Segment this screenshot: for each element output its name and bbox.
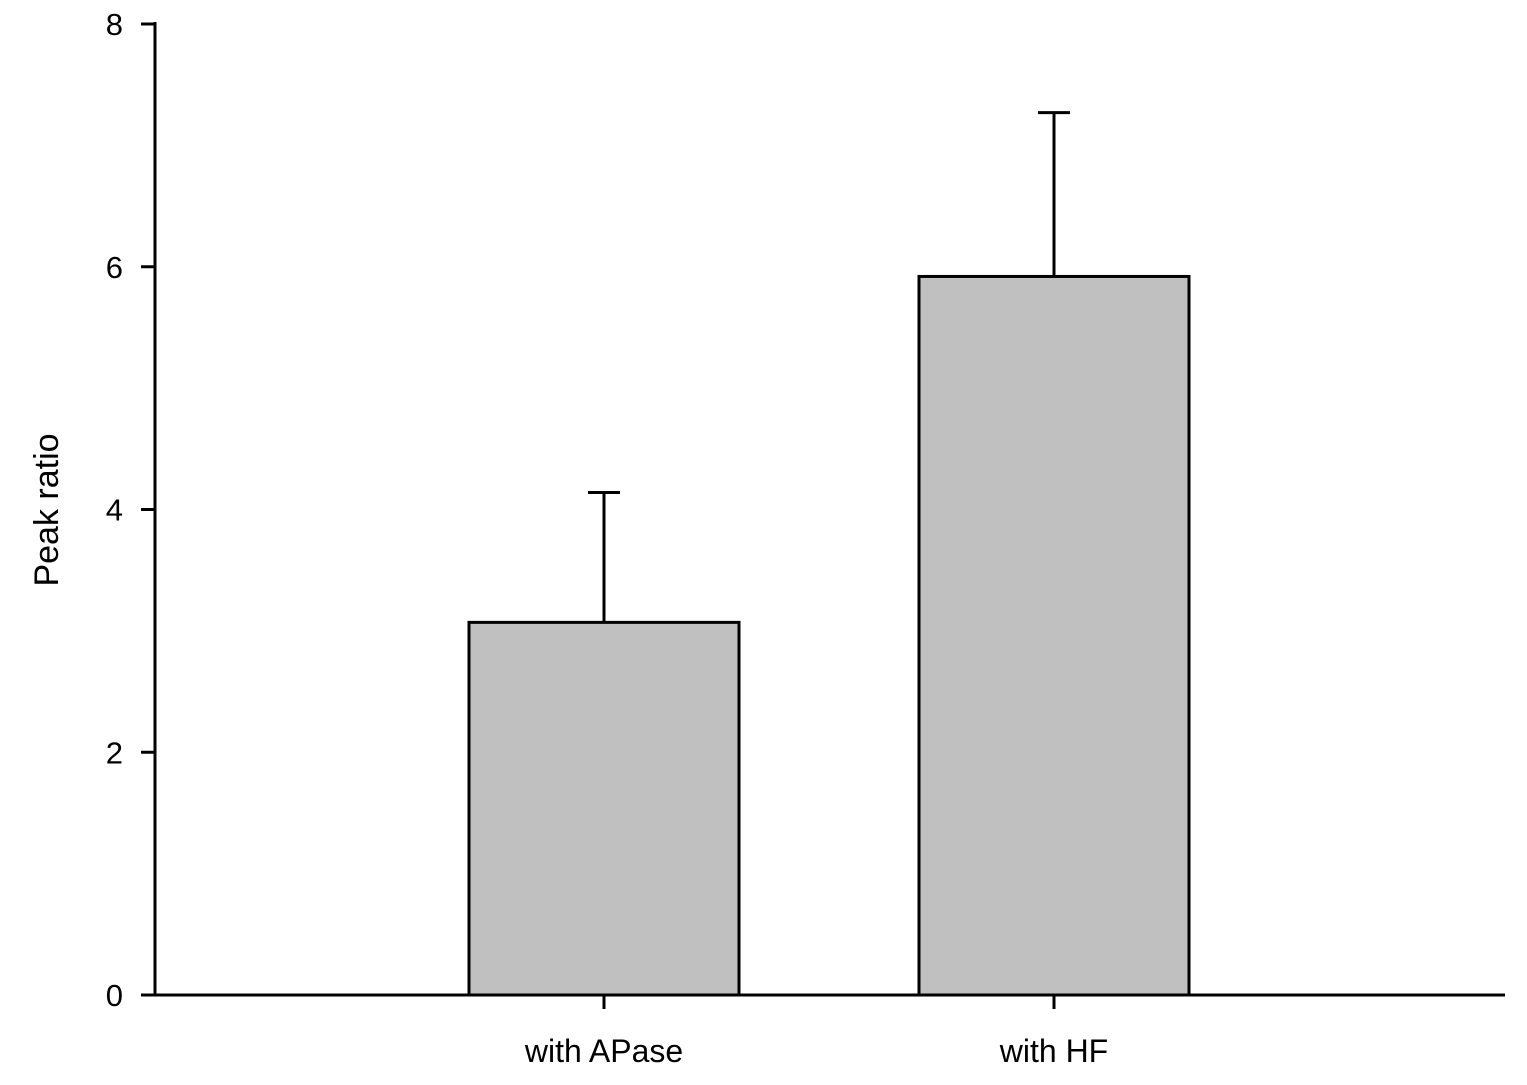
x-category-label: with HF [999,1033,1108,1069]
y-axis-title: Peak ratio [28,433,66,586]
x-category-label: with APase [524,1033,683,1069]
y-tick-label: 4 [106,493,123,528]
y-tick-label: 0 [106,978,123,1013]
y-tick-label: 8 [106,7,123,42]
ticks-layer [141,22,1056,1009]
bar [467,620,741,997]
axes-layer [153,22,1505,997]
y-tick-label: 2 [106,735,123,770]
bar [917,274,1191,997]
y-tick-label: 6 [106,250,123,285]
errorbars-layer [588,111,1070,623]
bars-layer [467,274,1191,997]
labels-layer: 0 2 4 6 8 with APase with HF [106,7,1108,1069]
